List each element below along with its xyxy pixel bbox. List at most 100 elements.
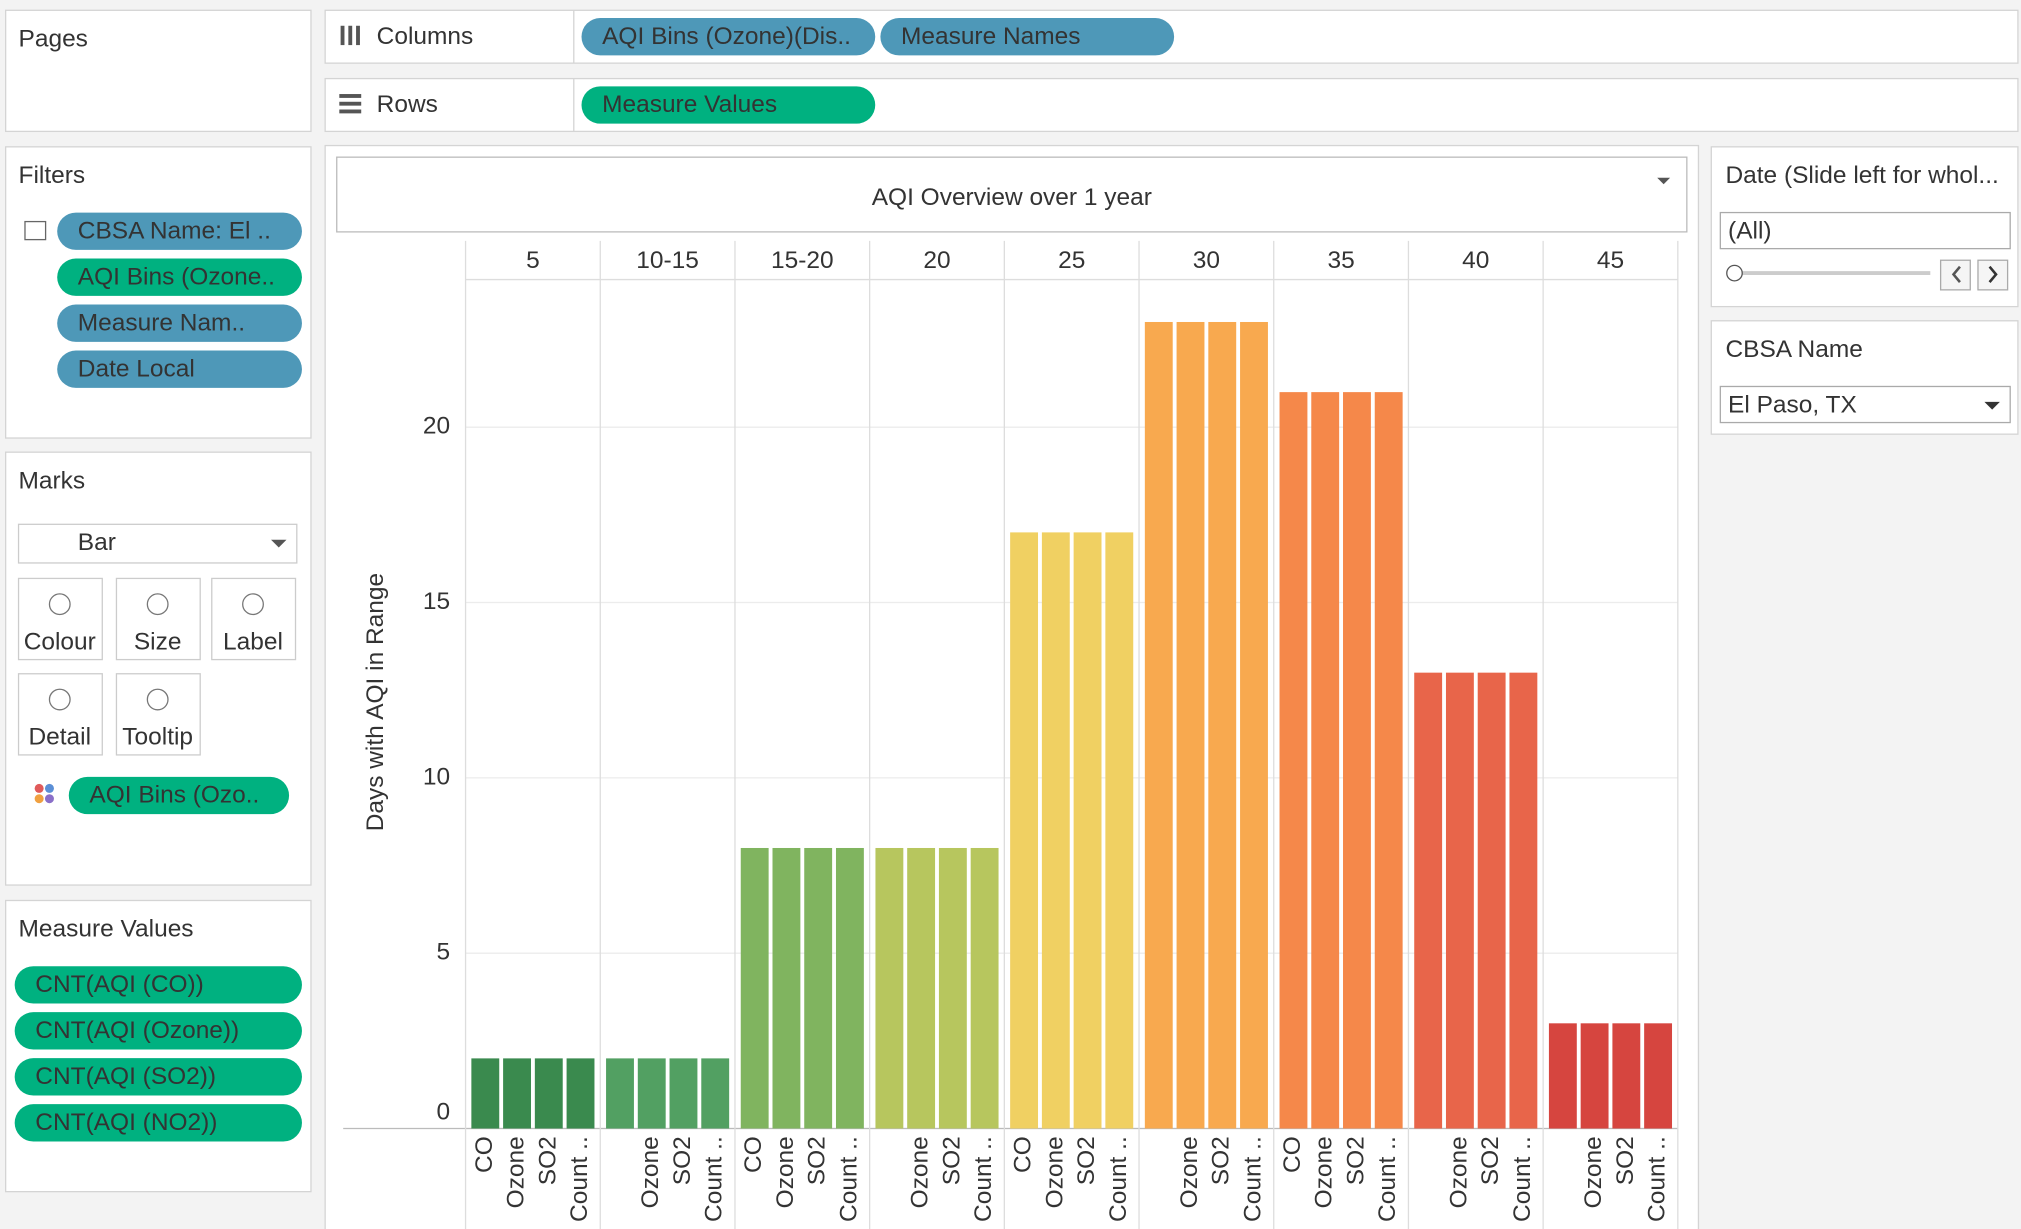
- mark-button[interactable]: [211, 577, 297, 661]
- bar-label: SO2: [938, 1136, 965, 1185]
- bar: [1343, 392, 1371, 1129]
- pill[interactable]: [14, 1012, 302, 1050]
- bar: [1105, 532, 1134, 1129]
- pill-label: AQI Bins (Ozone..: [78, 263, 275, 290]
- shelf-label: Columns: [377, 23, 474, 50]
- bar: [534, 1058, 563, 1129]
- mark-button[interactable]: [17, 673, 103, 756]
- bar: [701, 1058, 730, 1129]
- bar: [1374, 392, 1403, 1129]
- bar: [907, 847, 936, 1129]
- y-tick-label: 10: [423, 763, 450, 790]
- bar-label: Count ..: [1105, 1136, 1132, 1222]
- date-input[interactable]: [1719, 211, 2011, 250]
- panel: [324, 77, 2019, 133]
- marks-title: Marks: [19, 467, 86, 494]
- shelf-icon: [339, 101, 362, 106]
- bar-label: CO: [740, 1136, 767, 1173]
- bar-label: SO2: [1477, 1136, 1504, 1185]
- bar: [669, 1058, 698, 1129]
- shelf-label: Rows: [377, 91, 438, 118]
- slider-handle[interactable]: [1726, 264, 1743, 282]
- pill[interactable]: [57, 258, 302, 296]
- bar: [804, 847, 833, 1129]
- bar: [835, 847, 864, 1129]
- bar-label: SO2: [1208, 1136, 1235, 1185]
- pill-label: CNT(AQI (Ozone)): [35, 1017, 239, 1044]
- mark-type-dropdown[interactable]: [17, 523, 298, 564]
- bar-label: SO2: [1342, 1136, 1369, 1185]
- mark-icon: [146, 688, 169, 711]
- pill[interactable]: [880, 18, 1175, 56]
- y-tick-label: 0: [436, 1099, 450, 1126]
- pill-label: AQI Bins (Ozone)(Dis..: [602, 23, 851, 50]
- pill[interactable]: [68, 776, 290, 815]
- group-header: 35: [1327, 247, 1354, 274]
- bar-label: Ozone: [1041, 1136, 1068, 1208]
- colour-dot: [44, 783, 54, 793]
- mark-button-label: Colour: [24, 628, 96, 655]
- bar: [1477, 672, 1506, 1129]
- bar: [970, 847, 999, 1129]
- pill-label: Date Local: [78, 355, 195, 382]
- bar-label: Count ..: [1374, 1136, 1401, 1222]
- bar: [875, 847, 904, 1129]
- mark-button-label: Label: [223, 628, 283, 655]
- panel: [5, 451, 312, 886]
- pill[interactable]: [57, 350, 302, 388]
- pill[interactable]: [581, 86, 876, 124]
- pill[interactable]: [14, 1058, 302, 1096]
- mark-icon: [48, 688, 71, 711]
- mark-type: Bar: [78, 529, 116, 556]
- dropdown-arrow: [271, 539, 287, 548]
- shelf-icon: [356, 25, 360, 46]
- bar: [1144, 321, 1173, 1129]
- group-header: 15-20: [771, 247, 834, 274]
- bar: [637, 1058, 666, 1129]
- mark-button-label: Tooltip: [122, 724, 193, 751]
- next-button[interactable]: [1977, 259, 2009, 291]
- shelf-icon: [348, 25, 353, 46]
- bar-label: CO: [1279, 1136, 1306, 1173]
- pill[interactable]: [57, 304, 302, 342]
- bar-label: Ozone: [1580, 1136, 1607, 1208]
- pill-label: Measure Names: [901, 23, 1081, 50]
- bar: [1445, 672, 1474, 1129]
- bar-label: Ozone: [907, 1136, 934, 1208]
- bar: [1279, 392, 1308, 1129]
- group-header: 20: [923, 247, 950, 274]
- shelf-icon: [339, 109, 362, 114]
- pill[interactable]: [14, 1104, 302, 1142]
- pill-label: CNT(AQI (NO2)): [35, 1109, 217, 1136]
- pill[interactable]: [57, 212, 302, 250]
- mark-button-label: Detail: [28, 724, 91, 751]
- y-axis-title: Days with AQI in Range: [362, 573, 389, 831]
- bar: [938, 847, 967, 1129]
- pill-label: CBSA Name: El ..: [78, 217, 271, 244]
- pill[interactable]: [581, 18, 876, 56]
- pill[interactable]: [14, 966, 302, 1004]
- mark-button[interactable]: [115, 673, 201, 756]
- bar: [1644, 1023, 1673, 1129]
- bar: [503, 1058, 531, 1129]
- bar: [740, 847, 769, 1129]
- shelf-icon: [339, 94, 362, 98]
- bar-label: Ozone: [503, 1136, 530, 1208]
- bar-label: Count ..: [835, 1136, 862, 1222]
- bar: [471, 1058, 500, 1129]
- cbsa-filter-title: CBSA Name: [1725, 336, 1862, 363]
- mark-icon: [48, 593, 71, 616]
- bar: [1414, 672, 1443, 1129]
- bar: [1240, 321, 1268, 1129]
- bar: [1041, 532, 1070, 1129]
- cbsa-dropdown[interactable]: [1719, 385, 2011, 424]
- bar-label: Ozone: [1176, 1136, 1203, 1208]
- bar: [606, 1058, 634, 1129]
- bar-label: Ozone: [772, 1136, 799, 1208]
- group-header: 30: [1193, 247, 1220, 274]
- mark-button[interactable]: [17, 577, 103, 661]
- bar: [1010, 532, 1039, 1129]
- measure-values-title: Measure Values: [19, 916, 194, 943]
- filter-icon: [24, 220, 47, 241]
- mark-button[interactable]: [115, 577, 201, 661]
